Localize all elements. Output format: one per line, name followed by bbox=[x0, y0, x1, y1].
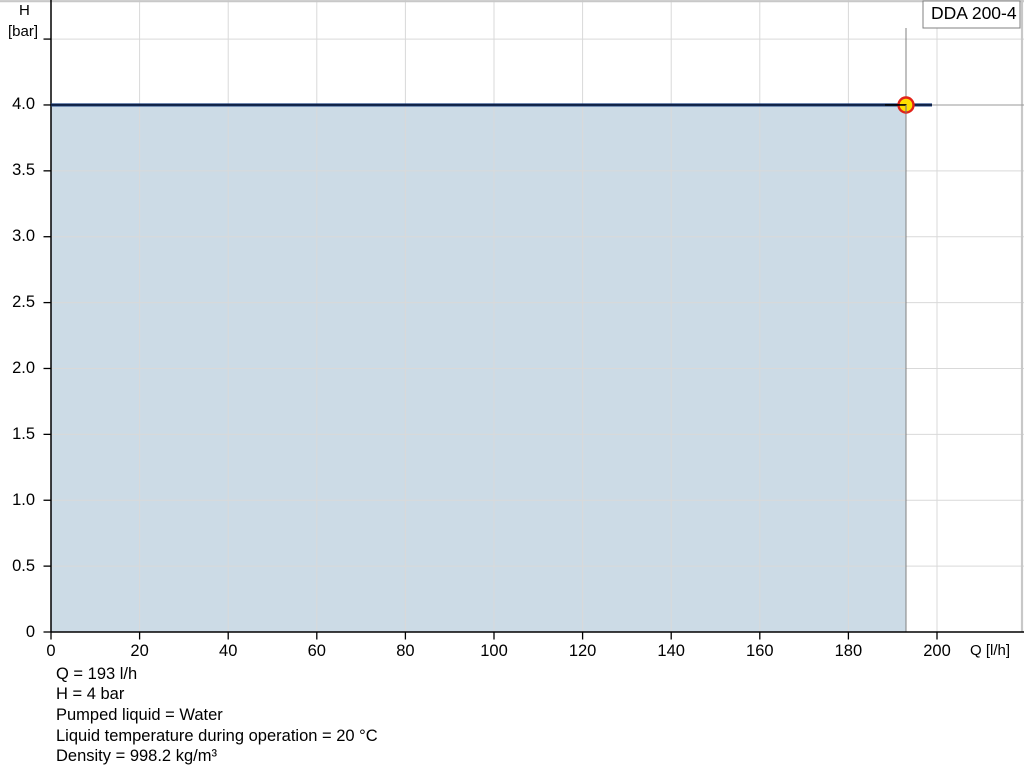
svg-text:2.0: 2.0 bbox=[12, 359, 35, 377]
svg-text:120: 120 bbox=[569, 642, 597, 660]
svg-text:[bar]: [bar] bbox=[8, 23, 38, 40]
svg-text:Pumped liquid = Water: Pumped liquid = Water bbox=[56, 706, 223, 724]
svg-text:Liquid temperature during oper: Liquid temperature during operation = 20… bbox=[56, 727, 378, 745]
svg-text:0: 0 bbox=[26, 623, 35, 641]
svg-text:160: 160 bbox=[746, 642, 774, 660]
svg-text:H = 4 bar: H = 4 bar bbox=[56, 685, 125, 703]
svg-text:80: 80 bbox=[396, 642, 414, 660]
svg-text:4.0: 4.0 bbox=[12, 95, 35, 113]
svg-text:H: H bbox=[19, 2, 30, 19]
svg-text:2.5: 2.5 bbox=[12, 293, 35, 311]
svg-text:200: 200 bbox=[923, 642, 951, 660]
svg-text:1.0: 1.0 bbox=[12, 491, 35, 509]
svg-text:40: 40 bbox=[219, 642, 237, 660]
svg-text:1.5: 1.5 bbox=[12, 425, 35, 443]
svg-text:Q = 193 l/h: Q = 193 l/h bbox=[56, 665, 137, 683]
svg-text:60: 60 bbox=[308, 642, 326, 660]
svg-text:3.0: 3.0 bbox=[12, 227, 35, 245]
svg-text:0: 0 bbox=[46, 642, 55, 660]
svg-text:3.5: 3.5 bbox=[12, 161, 35, 179]
svg-text:140: 140 bbox=[657, 642, 685, 660]
svg-text:20: 20 bbox=[130, 642, 148, 660]
svg-text:0.5: 0.5 bbox=[12, 557, 35, 575]
svg-text:DDA 200-4: DDA 200-4 bbox=[931, 3, 1017, 23]
svg-text:180: 180 bbox=[835, 642, 863, 660]
svg-text:100: 100 bbox=[480, 642, 508, 660]
svg-text:Q [l/h]: Q [l/h] bbox=[970, 642, 1010, 659]
svg-text:Density = 998.2 kg/m³: Density = 998.2 kg/m³ bbox=[56, 747, 217, 765]
